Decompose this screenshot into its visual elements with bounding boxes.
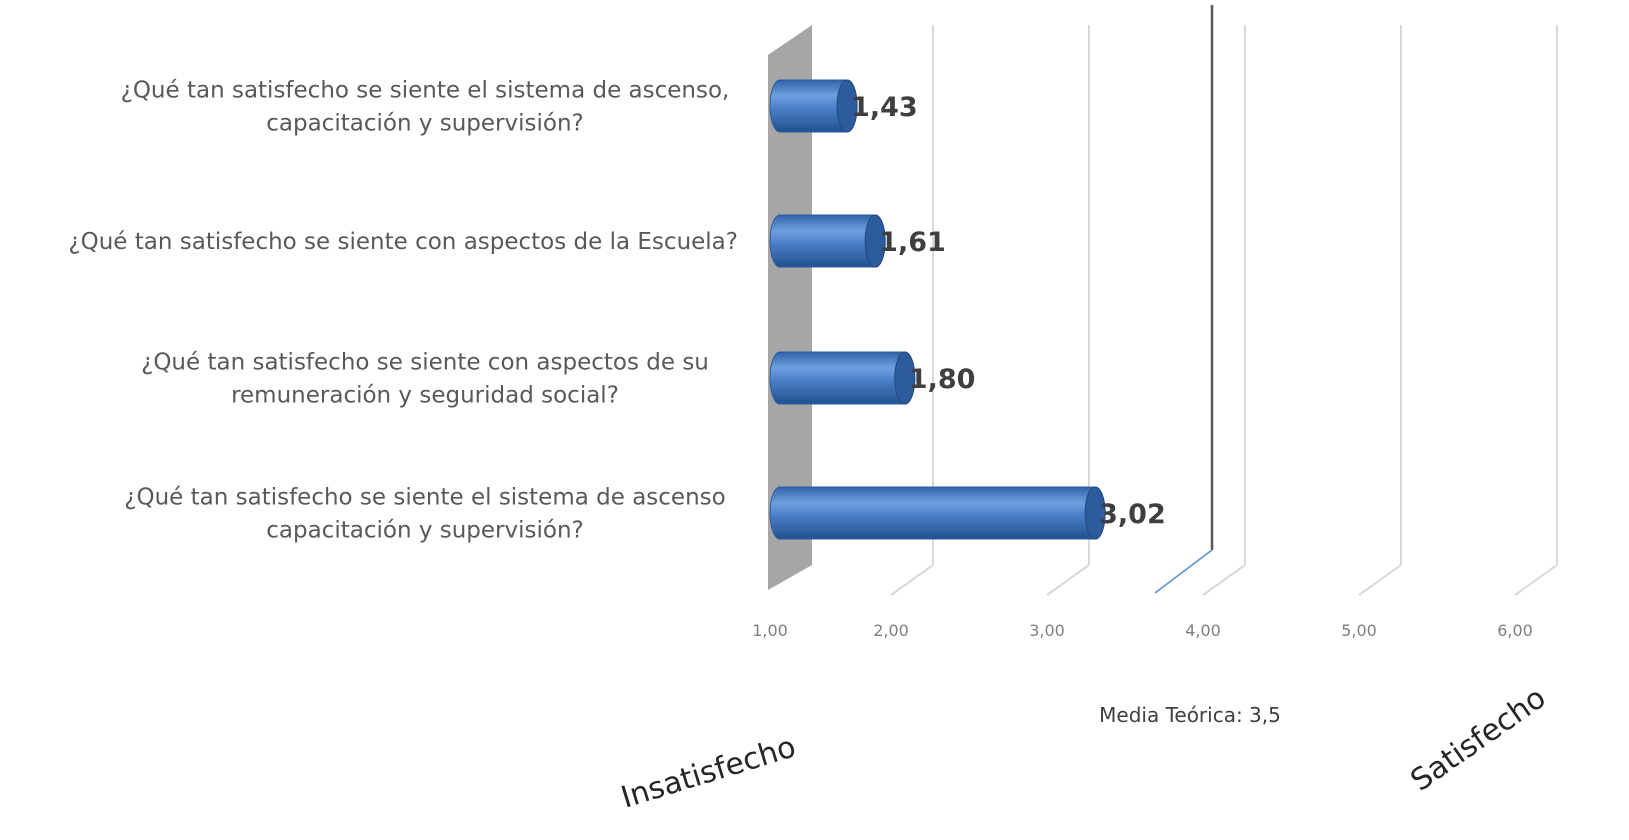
gridline-floor-2 xyxy=(890,564,934,596)
bar-1: 1,43 xyxy=(769,79,918,133)
x-tick-label-5: 5,00 xyxy=(1341,621,1377,640)
category-label-line: ¿Qué tan satisfecho se siente el sistema… xyxy=(121,78,730,104)
reference-line-floor xyxy=(1154,549,1213,594)
category-label-2: ¿Qué tan satisfecho se siente con aspect… xyxy=(68,229,738,255)
category-labels: ¿Qué tan satisfecho se siente el sistema… xyxy=(68,78,738,544)
reference-line-label: Media Teórica: 3,5 xyxy=(1099,703,1281,727)
gridline-floor-6 xyxy=(1514,564,1558,596)
gridline-floor-5 xyxy=(1358,564,1402,596)
gridline-floor-4 xyxy=(1202,564,1246,596)
category-label-line: ¿Qué tan satisfecho se siente con aspect… xyxy=(68,229,738,255)
data-label-2: 1,61 xyxy=(879,227,946,258)
bar-body-3 xyxy=(769,351,916,405)
x-tick-label-1: 1,00 xyxy=(752,621,788,640)
category-label-line: ¿Qué tan satisfecho se siente el sistema… xyxy=(124,485,725,511)
x-tick-label-2: 2,00 xyxy=(873,621,909,640)
data-label-3: 1,80 xyxy=(909,364,976,395)
chart-back-wall xyxy=(768,25,812,590)
bar-cap-2 xyxy=(864,214,886,268)
reference-line-group xyxy=(1154,5,1214,594)
bar-cap-1 xyxy=(836,79,858,133)
gridline-floor-3 xyxy=(1046,564,1090,596)
category-label-3: ¿Qué tan satisfecho se siente con aspect… xyxy=(141,350,709,409)
data-label-1: 1,43 xyxy=(851,92,918,123)
x-tick-label-4: 4,00 xyxy=(1185,621,1221,640)
x-tick-label-3: 3,00 xyxy=(1029,621,1065,640)
scale-high-label: Satisfecho xyxy=(1405,680,1553,798)
scale-low-label: Insatisfecho xyxy=(617,729,800,815)
category-label-line: capacitación y supervisión? xyxy=(266,518,584,544)
category-label-line: remuneración y seguridad social? xyxy=(231,383,619,409)
bar-4: 3,02 xyxy=(769,486,1166,540)
bar-3: 1,80 xyxy=(769,351,976,405)
gridlines xyxy=(890,25,1558,596)
category-label-line: capacitación y supervisión? xyxy=(266,111,584,137)
bar-2: 1,61 xyxy=(769,214,946,268)
category-label-line: ¿Qué tan satisfecho se siente con aspect… xyxy=(141,350,709,376)
bar-body-4 xyxy=(769,486,1106,540)
bar-cap-4 xyxy=(1084,486,1106,540)
data-label-4: 3,02 xyxy=(1099,499,1166,530)
x-tick-label-6: 6,00 xyxy=(1497,621,1533,640)
bar-cap-3 xyxy=(894,351,916,405)
category-label-1: ¿Qué tan satisfecho se siente el sistema… xyxy=(121,78,730,137)
category-label-4: ¿Qué tan satisfecho se siente el sistema… xyxy=(124,485,725,544)
x-axis-ticks: 1,00 2,00 3,00 4,00 5,00 6,00 xyxy=(752,621,1533,640)
bars: 1,43 1,61 1,80 3,02 xyxy=(769,79,1166,540)
